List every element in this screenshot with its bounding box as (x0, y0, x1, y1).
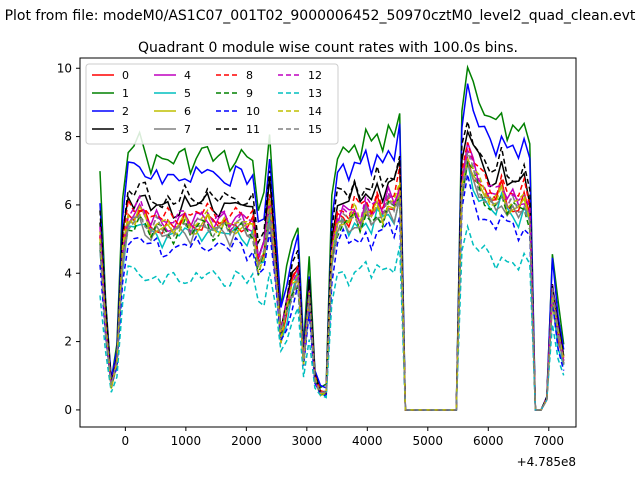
x-tick-label: 4000 (352, 434, 383, 448)
y-tick-label: 8 (64, 130, 72, 144)
legend-label-7: 7 (184, 123, 191, 136)
legend-label-4: 4 (184, 69, 191, 82)
series-line-13 (99, 223, 565, 411)
y-axis: 0 2 4 6 8 10 (57, 61, 80, 417)
x-tick-label: 7000 (534, 434, 565, 448)
x-axis: 0 1000 2000 3000 4000 5000 6000 7000 (122, 427, 565, 448)
axes-frame (79, 57, 577, 428)
series-line-15 (99, 151, 565, 411)
legend-label-10: 10 (246, 105, 260, 118)
chart-title: Quadrant 0 module wise count rates with … (138, 40, 518, 56)
series-line-2 (99, 83, 565, 411)
legend-box (85, 63, 339, 145)
y-tick-label: 0 (64, 403, 72, 417)
x-offset-text: +4.785e8 (517, 455, 576, 469)
legend-label-13: 13 (308, 87, 322, 100)
series-line-14 (99, 157, 565, 411)
legend-label-2: 2 (122, 105, 129, 118)
x-tick-label: 0 (122, 434, 130, 448)
y-tick-label: 10 (57, 61, 72, 75)
legend-label-12: 12 (308, 69, 322, 82)
y-tick-label: 2 (64, 335, 72, 349)
x-tick-label: 3000 (292, 434, 323, 448)
x-tick-label: 6000 (473, 434, 504, 448)
legend-label-8: 8 (246, 69, 253, 82)
x-tick-label: 5000 (413, 434, 444, 448)
series-layer (99, 64, 565, 411)
figure-suptitle: Plot from file: modeM0/AS1C07_001T02_900… (5, 8, 636, 24)
series-line-10 (99, 174, 565, 411)
legend-label-0: 0 (122, 69, 129, 82)
legend-label-3: 3 (122, 123, 129, 136)
x-tick-label: 2000 (231, 434, 262, 448)
legend-label-15: 15 (308, 123, 322, 136)
series-line-8 (99, 142, 565, 411)
legend-label-9: 9 (246, 87, 253, 100)
y-tick-label: 6 (64, 198, 72, 212)
legend-label-11: 11 (246, 123, 260, 136)
series-line-12 (99, 147, 565, 411)
legend-label-6: 6 (184, 105, 191, 118)
series-line-1 (99, 64, 565, 411)
legend-label-14: 14 (308, 105, 322, 118)
legend-label-5: 5 (184, 87, 191, 100)
legend-label-1: 1 (122, 87, 129, 100)
x-tick-label: 1000 (171, 434, 202, 448)
y-tick-label: 4 (64, 266, 72, 280)
